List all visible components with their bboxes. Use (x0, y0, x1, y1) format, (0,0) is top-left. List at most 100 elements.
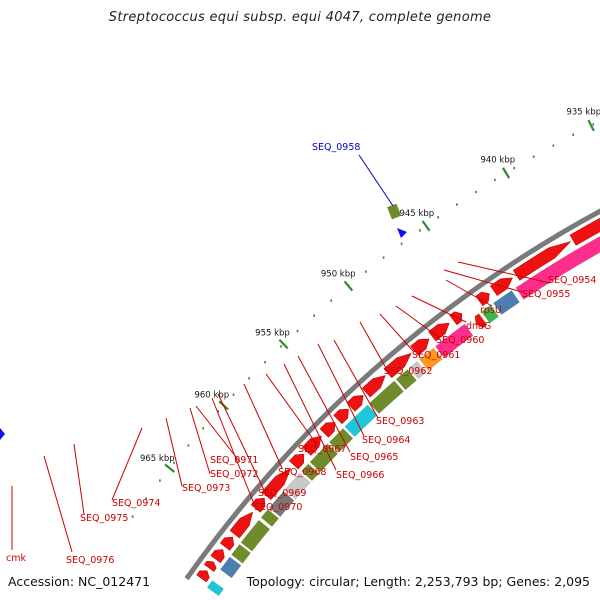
scale-tick-label: 955 kbp (255, 329, 290, 339)
callout-leader (457, 261, 551, 284)
gene-label-seq-0971: SEQ_0971 (210, 455, 258, 466)
gene-label-seq-0954: SEQ_0954 (548, 275, 596, 286)
cds-forward (301, 435, 322, 456)
scale-dot (330, 299, 332, 302)
cds-reverse (435, 323, 474, 358)
gene-label-seq-0955: SEQ_0955 (522, 289, 570, 300)
ring-dots (131, 123, 595, 518)
scale-tick-label: 945 kbp (399, 209, 434, 219)
cds-forward (210, 549, 225, 564)
cds-reverse (409, 361, 427, 380)
callout-leader (297, 355, 351, 453)
map-title: Streptococcus equi subsp. equi 4047, com… (108, 10, 492, 25)
cds-forward (333, 408, 349, 425)
callout-leader (211, 397, 255, 505)
callout-leader (443, 269, 523, 293)
scale-dot (202, 427, 204, 430)
scale-major-tick (343, 280, 354, 292)
scale-tick-label: 965 kbp (140, 454, 175, 464)
scale-dot (552, 144, 555, 147)
scale-tick-label: 940 kbp (480, 155, 515, 165)
callout-leader (333, 339, 379, 419)
scale-tick-label: 960 kbp (194, 391, 229, 401)
callout-leader (43, 455, 73, 553)
gene-label-seq-0963: SEQ_0963 (376, 416, 424, 427)
cds-reverse (301, 463, 319, 482)
gene-label-seq-0976: SEQ_0976 (66, 555, 114, 566)
scale-dot (437, 216, 439, 219)
backbone-ring (184, 208, 600, 581)
gene-label-seq-0966: SEQ_0966 (336, 470, 384, 481)
cds-reverse (481, 304, 499, 324)
gene-label-seq-0969: SEQ_0969 (258, 488, 306, 499)
scale-dot (494, 178, 496, 182)
scale-dot (382, 256, 385, 259)
seq-0958-arrow (397, 228, 407, 238)
gene-label-seq-0961: SEQ_0961 (412, 350, 460, 361)
scale-dot (419, 229, 421, 232)
cds-forward (196, 570, 210, 583)
callout-leader (411, 295, 467, 323)
scale-dot (513, 166, 515, 170)
topology-summary: Topology: circular; Length: 2,253,793 bp… (246, 574, 590, 589)
cds-forward (449, 311, 463, 326)
callout-leader (111, 427, 143, 501)
scale-dot (131, 515, 134, 518)
callout-leader (359, 321, 387, 369)
cds-reverse (309, 443, 338, 473)
cds-reverse (240, 519, 271, 552)
gene-label-seq-0967: SEQ_0967 (298, 444, 346, 455)
gene-label-seq-0962: SEQ_0962 (384, 366, 432, 377)
cds-forward (229, 511, 254, 539)
cds-reverse (269, 491, 295, 517)
cds-reverse (231, 544, 251, 564)
gene-label-cmk: cmk (6, 553, 26, 564)
scale-dot (280, 345, 282, 348)
scale-dot (248, 377, 250, 380)
cds-forward (250, 497, 266, 513)
callout-leader (189, 407, 211, 475)
scale-dot (217, 410, 219, 413)
scale-dot (313, 314, 315, 317)
cds-forward (489, 277, 513, 297)
cds-forward (346, 395, 364, 412)
callout-leader (195, 405, 241, 463)
left-edge-marker (0, 428, 5, 440)
cds-reverse (329, 428, 354, 453)
cds-forward (288, 453, 305, 470)
cds-forward (569, 217, 600, 246)
cds-forward (410, 338, 430, 356)
cds-forward (383, 352, 412, 379)
cds-forward (219, 536, 235, 551)
cds-reverse (220, 556, 242, 579)
gene-label-seq-0960: SEQ_0960 (436, 335, 484, 346)
seq-0958-label: SEQ_0958 (312, 142, 360, 153)
cds-reverse (474, 313, 488, 328)
scale-dot (145, 497, 147, 500)
gene-label-seq-0970: SEQ_0970 (254, 502, 302, 513)
cds-reverse (369, 380, 404, 414)
callout-leader (283, 363, 337, 471)
callout-leader (445, 279, 493, 307)
gene-label-seq-0975: SEQ_0975 (80, 513, 128, 524)
gene-label-seq-0965: SEQ_0965 (350, 452, 398, 463)
scale-dot (159, 479, 161, 482)
scale-dot (187, 444, 190, 447)
gene-label-seq-0968: SEQ_0968 (278, 467, 326, 478)
cds-reverse (344, 404, 378, 438)
accession-text: Accession: NC_012471 (8, 574, 151, 589)
scale-major-tick (421, 220, 431, 232)
cds-reverse (206, 580, 224, 597)
scale-tick-label: 950 kbp (321, 270, 356, 280)
cds-reverse (395, 369, 417, 391)
gene-label-dnag: dnaG (466, 321, 491, 332)
callout-leader (395, 305, 441, 339)
scale-ticks: 935 kbp 940 kbp 945 kbp 950 kbp 955 kbp 960 k… (140, 107, 600, 473)
scale-dot (365, 270, 367, 273)
gene-label-seq-0974: SEQ_0974 (112, 498, 160, 509)
cds-reverse (419, 347, 443, 371)
seq-0958-leader (358, 154, 394, 207)
seq-0958-feature (387, 203, 402, 220)
scale-dot (232, 393, 235, 396)
